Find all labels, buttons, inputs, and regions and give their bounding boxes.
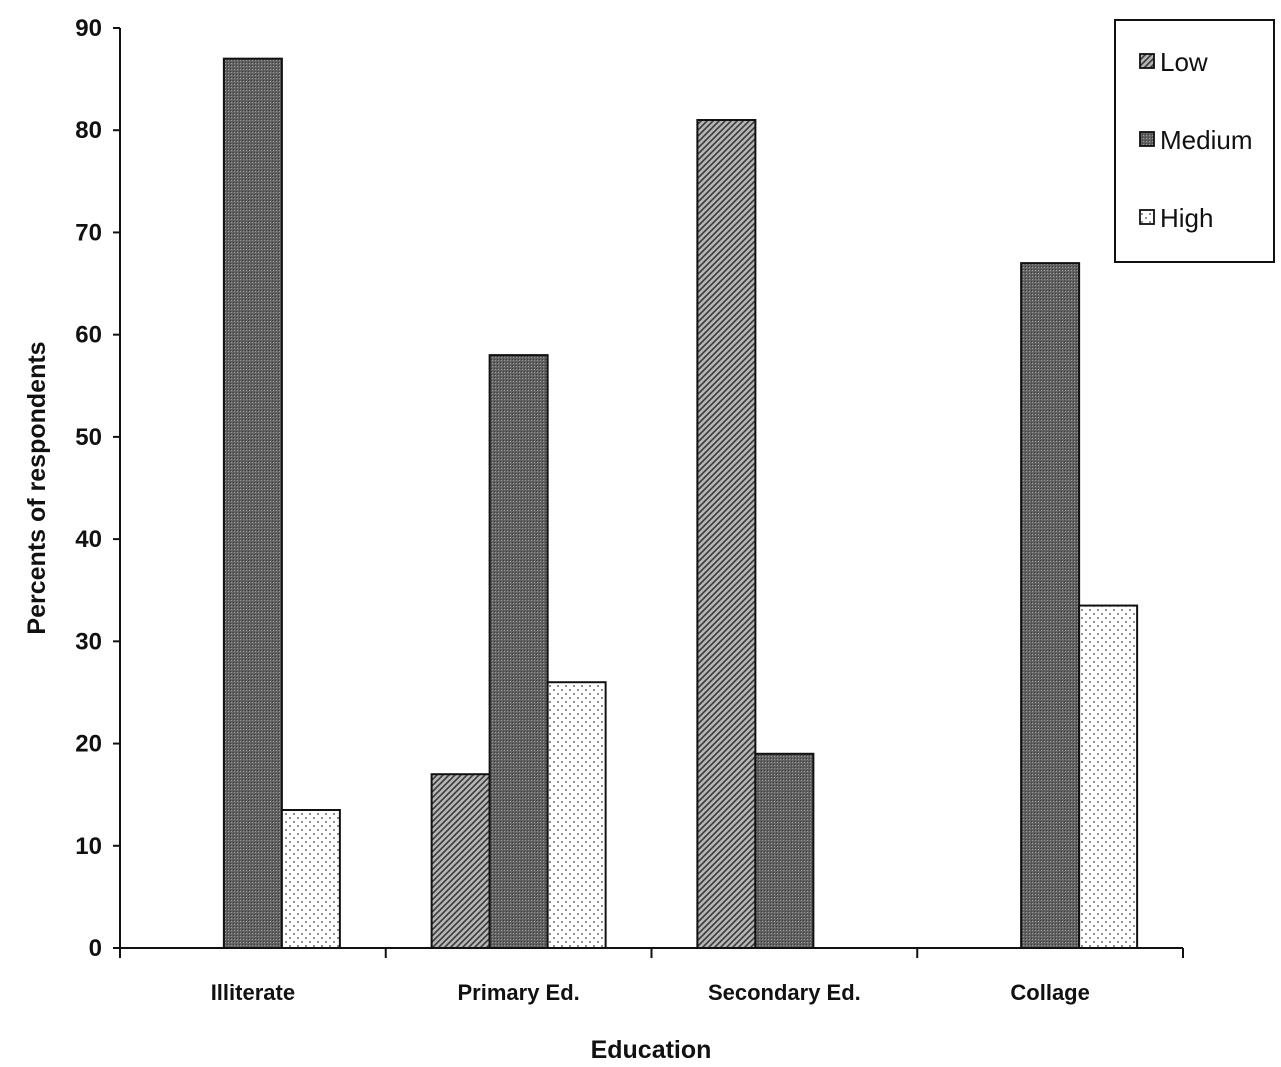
- legend-swatch-high: [1139, 209, 1155, 225]
- x-category-label: Primary Ed.: [457, 980, 579, 1005]
- y-tick-label: 10: [75, 833, 102, 860]
- x-category-label: Secondary Ed.: [708, 980, 861, 1005]
- bar-medium-1: [222, 57, 283, 949]
- y-axis-title: Percents of respondents: [23, 341, 51, 634]
- bar-low-2: [430, 773, 491, 949]
- y-tick-label: 80: [75, 117, 102, 144]
- legend-swatch-medium: [1139, 131, 1155, 147]
- legend-label-high: High: [1160, 203, 1213, 233]
- x-category-label: Collage: [1010, 980, 1089, 1005]
- x-category-label: Illiterate: [211, 980, 295, 1005]
- y-tick-label: 70: [75, 219, 102, 246]
- y-tick-label: 20: [75, 731, 102, 758]
- y-tick-label: 40: [75, 526, 102, 553]
- bar-high-2: [546, 681, 607, 949]
- bar-high-1: [280, 809, 341, 949]
- y-tick-label: 60: [75, 322, 102, 349]
- bar-medium-4: [1020, 262, 1081, 950]
- legend-label-medium: Medium: [1160, 125, 1252, 155]
- bar-medium-2: [488, 354, 549, 950]
- legend-swatch-low: [1139, 53, 1155, 69]
- bar-low-3: [696, 119, 757, 949]
- bars-group: [222, 57, 1139, 950]
- legend: Low Medium High: [1114, 19, 1275, 263]
- y-tick-label: 30: [75, 628, 102, 655]
- legend-label-low: Low: [1160, 47, 1208, 77]
- y-tick-label: 90: [75, 15, 102, 42]
- x-axis-ticks: Illiterate Primary Ed. Secondary Ed. Collag…: [119, 948, 1184, 1005]
- x-axis-title: Education: [591, 1036, 712, 1064]
- bar-medium-3: [754, 752, 815, 949]
- y-axis-ticks: 0 10 20 30 40 50 60 70 80 90: [75, 15, 120, 962]
- bar-high-4: [1078, 604, 1139, 949]
- y-tick-label: 0: [89, 935, 102, 962]
- y-tick-label: 50: [75, 424, 102, 451]
